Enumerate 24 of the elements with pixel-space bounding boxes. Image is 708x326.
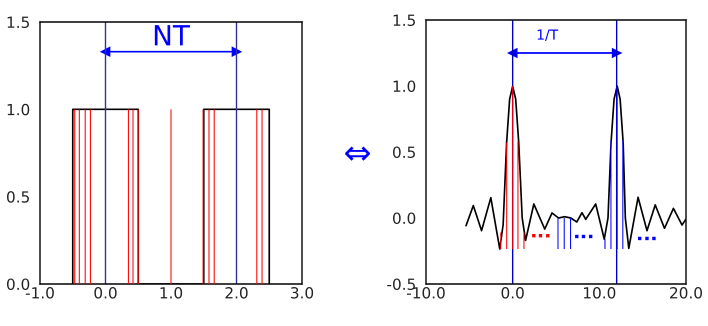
x-tick-label: 20.0 [670, 287, 702, 299]
point [588, 234, 592, 238]
y-tick-label: 1.5 [8, 16, 29, 28]
point [652, 236, 656, 240]
x-tick-label: 2.0 [225, 287, 248, 299]
text: ⇔ [345, 146, 370, 161]
point [546, 234, 550, 238]
y-tick-label: 0.5 [6, 191, 29, 203]
x-tick-label: 0.0 [94, 287, 117, 299]
x-tick-label: 0.0 [502, 287, 524, 299]
point [532, 234, 536, 238]
y-tick-label: 1.0 [8, 104, 30, 116]
point [575, 234, 578, 238]
y-tick-label: 1.5 [394, 14, 415, 26]
x-tick-label: 3.0 [291, 287, 314, 299]
x-tick-label: 10.0 [584, 287, 616, 299]
annotation: NT [154, 25, 190, 46]
point [538, 234, 542, 238]
y-tick-label: 0.5 [392, 146, 415, 158]
point [638, 236, 642, 240]
annotation: 1/T [538, 30, 558, 41]
x-tick-label: 1.0 [160, 287, 182, 299]
y-tick-label: 0.0 [392, 212, 416, 224]
y-tick-label: 1.0 [394, 80, 416, 92]
